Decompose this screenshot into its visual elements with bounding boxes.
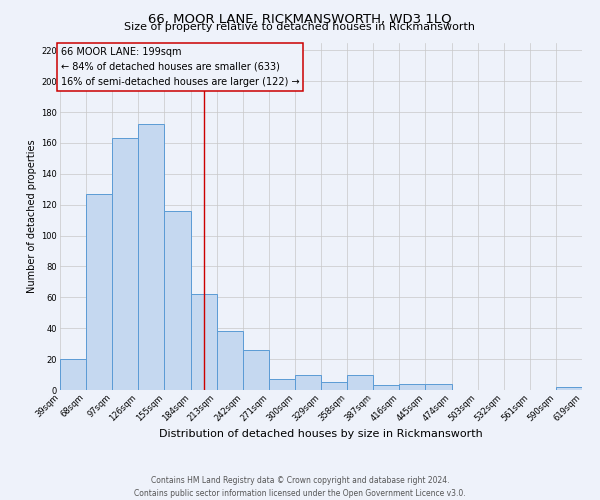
Bar [60,359,86,390]
Bar [191,294,217,390]
Text: 66 MOOR LANE: 199sqm
← 84% of detached houses are smaller (633)
16% of semi-deta: 66 MOOR LANE: 199sqm ← 84% of detached h… [61,47,299,86]
Bar [217,332,243,390]
Bar [139,124,164,390]
Bar [373,386,400,390]
Bar [295,374,321,390]
Y-axis label: Number of detached properties: Number of detached properties [27,140,37,293]
Bar [112,138,139,390]
Text: 66, MOOR LANE, RICKMANSWORTH, WD3 1LQ: 66, MOOR LANE, RICKMANSWORTH, WD3 1LQ [148,12,452,26]
Bar [400,384,425,390]
Bar [556,387,582,390]
Bar [86,194,112,390]
Text: Contains HM Land Registry data © Crown copyright and database right 2024.
Contai: Contains HM Land Registry data © Crown c… [134,476,466,498]
Bar [164,211,191,390]
Bar [425,384,452,390]
Bar [321,382,347,390]
Bar [243,350,269,390]
Bar [269,379,295,390]
Text: Size of property relative to detached houses in Rickmansworth: Size of property relative to detached ho… [125,22,476,32]
X-axis label: Distribution of detached houses by size in Rickmansworth: Distribution of detached houses by size … [159,428,483,438]
Bar [347,374,373,390]
